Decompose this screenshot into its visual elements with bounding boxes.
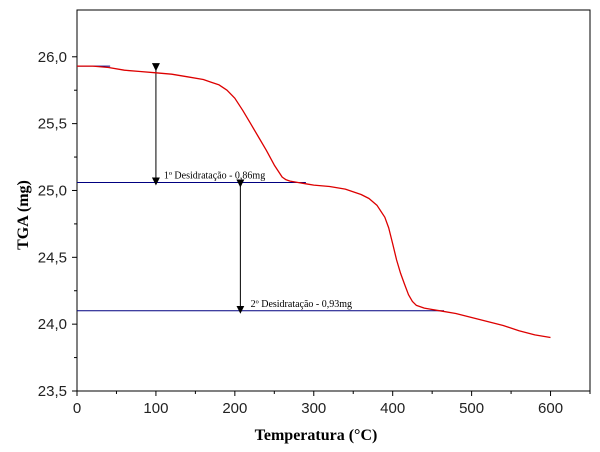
x-tick-label: 300: [301, 400, 326, 417]
y-tick-label: 26,0: [38, 49, 67, 66]
annotation-label: 1º Desidratação - 0,86mg: [164, 170, 265, 181]
y-tick-label: 25,5: [38, 116, 67, 133]
x-tick-label: 200: [222, 400, 247, 417]
y-tick-label: 25,0: [38, 182, 67, 199]
series-group: [77, 65, 551, 339]
y-axis-ticks: 23,5 24,0 24,5 25,0 25,5 26,0: [38, 49, 77, 400]
y-tick-label: 24,5: [38, 249, 67, 266]
x-axis-title: Temperatura (°C): [255, 427, 378, 444]
annotations: 1º Desidratação - 0,86mg 2º Desidratação …: [164, 170, 352, 309]
x-tick-label: 400: [380, 400, 405, 417]
x-tick-label: 600: [538, 400, 563, 417]
arrows: [151, 63, 245, 314]
annotation-label: 2º Desidratação - 0,93mg: [251, 299, 352, 310]
y-tick-label: 24,0: [38, 316, 67, 333]
x-tick-label: 500: [459, 400, 484, 417]
reference-lines: [77, 65, 444, 312]
y-axis-title: TGA (mg): [15, 180, 32, 250]
y-tick-label: 23,5: [38, 383, 67, 400]
x-tick-label: 100: [143, 400, 168, 417]
tga-curve: [77, 65, 551, 339]
x-tick-label: 0: [73, 400, 81, 417]
plot-frame: [76, 9, 591, 392]
x-axis-ticks: 0 100 200 300 400 500 600: [73, 391, 591, 417]
